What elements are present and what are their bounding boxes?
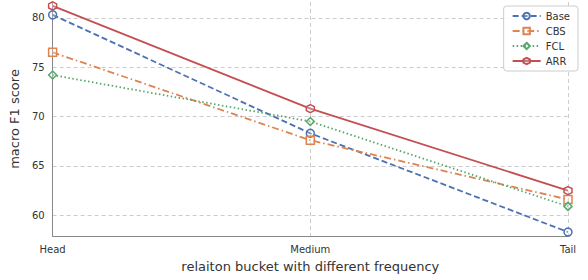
svg-text:Head: Head xyxy=(40,244,66,255)
svg-text:60: 60 xyxy=(32,210,45,221)
svg-text:80: 80 xyxy=(32,12,45,23)
svg-text:Base: Base xyxy=(546,11,570,22)
svg-text:FCL: FCL xyxy=(546,41,565,52)
svg-text:70: 70 xyxy=(32,111,45,122)
svg-text:Medium: Medium xyxy=(290,244,330,255)
svg-text:relaiton bucket with different: relaiton bucket with different frequency xyxy=(181,259,439,274)
svg-text:Tail: Tail xyxy=(559,244,576,255)
svg-text:ARR: ARR xyxy=(546,56,567,67)
svg-text:macro F1 score: macro F1 score xyxy=(7,69,22,169)
svg-text:CBS: CBS xyxy=(546,26,566,37)
svg-text:75: 75 xyxy=(32,62,45,73)
svg-text:65: 65 xyxy=(32,160,45,171)
